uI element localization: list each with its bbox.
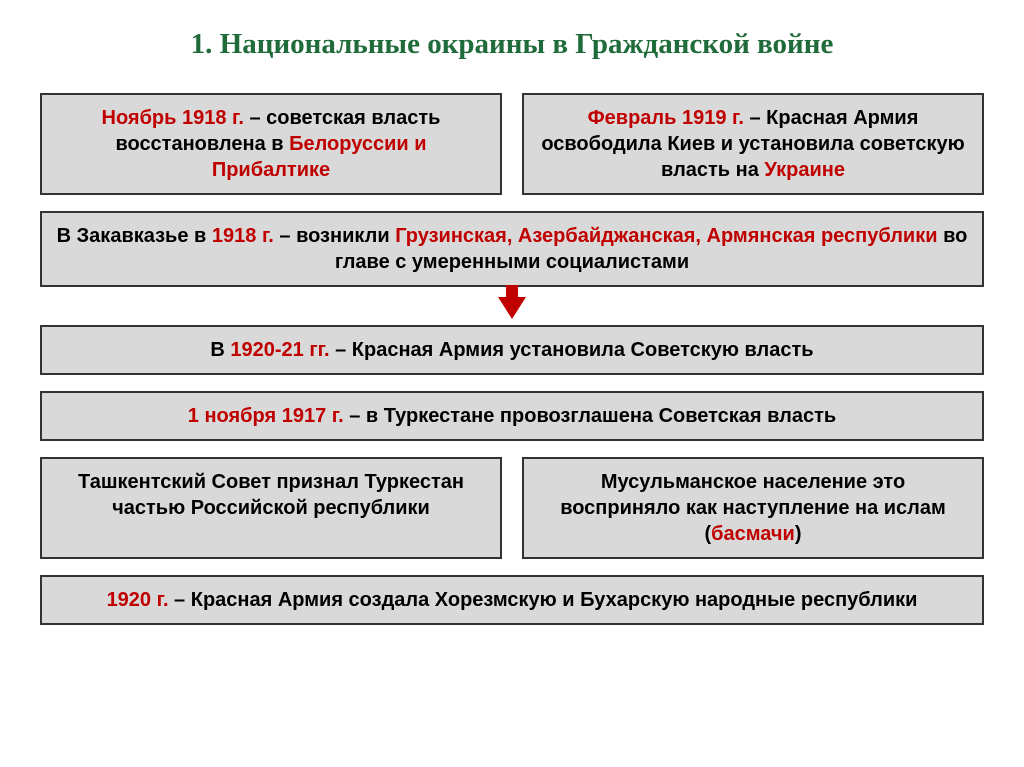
row-3: В 1920-21 гг. – Красная Армия установила… [40, 325, 984, 375]
box-muslim-population: Мусульманское население это восприняло к… [522, 457, 984, 559]
row-2: В Закавказье в 1918 г. – возникли Грузин… [40, 211, 984, 287]
box-1920-21: В 1920-21 гг. – Красная Армия установила… [40, 325, 984, 375]
slide-title: 1. Национальные окраины в Гражданской во… [40, 28, 984, 61]
row-5: Ташкентский Совет признал Туркестан част… [40, 457, 984, 559]
row-6: 1920 г. – Красная Армия создала Хорезмск… [40, 575, 984, 625]
box-transcaucasia-1918: В Закавказье в 1918 г. – возникли Грузин… [40, 211, 984, 287]
box-1920-khorezm: 1920 г. – Красная Армия создала Хорезмск… [40, 575, 984, 625]
arrow-down-icon [498, 297, 526, 319]
box-feb-1919: Февраль 1919 г. – Красная Армия освободи… [522, 93, 984, 195]
row-4: 1 ноября 1917 г. – в Туркестане провозгл… [40, 391, 984, 441]
box-1-nov-1917: 1 ноября 1917 г. – в Туркестане провозгл… [40, 391, 984, 441]
box-tashkent-soviet: Ташкентский Совет признал Туркестан част… [40, 457, 502, 559]
box-nov-1918: Ноябрь 1918 г. – советская власть восста… [40, 93, 502, 195]
row-1: Ноябрь 1918 г. – советская власть восста… [40, 93, 984, 195]
arrow-row [40, 297, 984, 319]
